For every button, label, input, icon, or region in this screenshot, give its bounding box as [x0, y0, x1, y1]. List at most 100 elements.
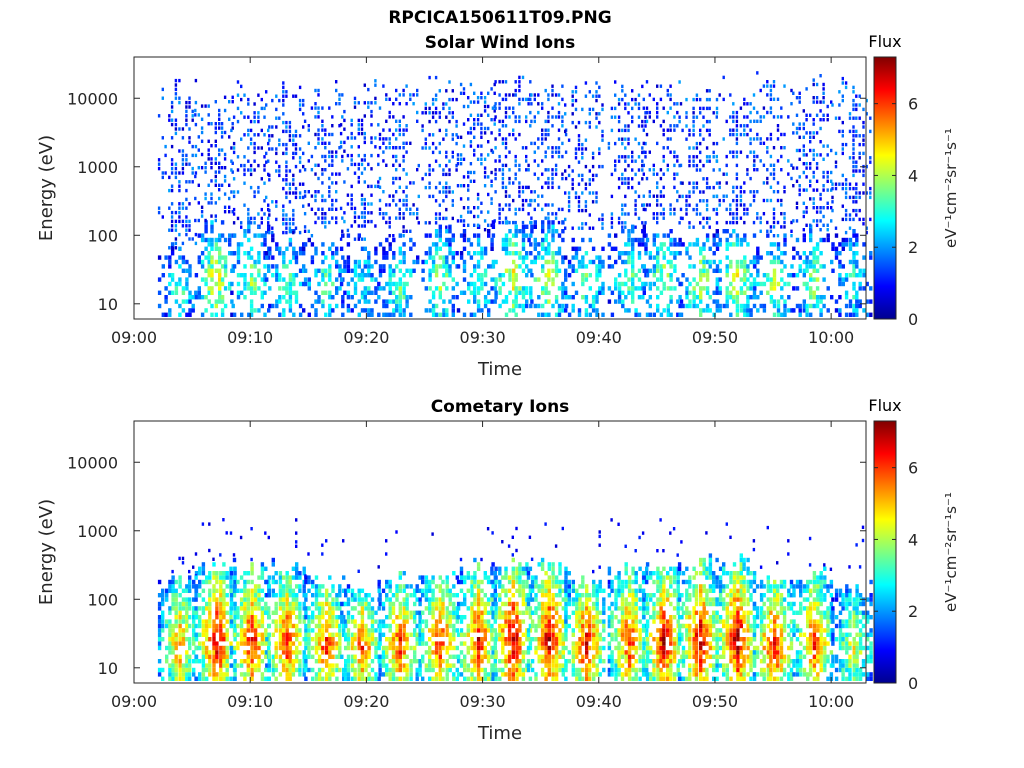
flux-cell: [431, 133, 435, 137]
flux-cell: [174, 654, 178, 659]
flux-cell: [769, 251, 774, 256]
flux-cell: [428, 221, 431, 225]
flux-cell: [198, 593, 202, 598]
flux-cell: [752, 93, 756, 97]
flux-cell: [476, 264, 481, 269]
flux-cell: [795, 166, 799, 170]
flux-cell: [561, 286, 565, 291]
flux-cell: [819, 210, 822, 214]
flux-cell: [621, 181, 624, 185]
flux-cell: [725, 172, 728, 176]
flux-cell: [178, 264, 182, 269]
flux-cell: [467, 206, 470, 210]
flux-cell: [792, 131, 795, 135]
flux-cell: [188, 96, 191, 100]
flux-cell: [541, 286, 545, 291]
flux-cell: [858, 281, 862, 287]
flux-cell: [257, 645, 261, 651]
flux-cell: [729, 207, 732, 212]
flux-cell: [766, 80, 769, 84]
flux-cell: [766, 220, 769, 225]
flux-cell: [483, 273, 488, 278]
flux-cell: [388, 141, 391, 145]
flux-cell: [271, 557, 275, 563]
flux-cell: [230, 251, 234, 256]
flux-cell: [229, 623, 234, 629]
flux-cell: [198, 566, 202, 571]
flux-cell: [260, 632, 265, 637]
flux-cell: [431, 303, 436, 309]
flux-cell: [382, 128, 385, 132]
flux-cell: [776, 281, 781, 287]
flux-cell: [852, 90, 855, 94]
flux-cell: [533, 255, 537, 260]
flux-cell: [370, 123, 373, 127]
flux-cell: [281, 623, 286, 629]
flux-cell: [250, 641, 254, 646]
flux-cell: [617, 97, 621, 102]
flux-cell: [392, 198, 395, 203]
flux-cell: [353, 162, 357, 167]
flux-cell: [834, 246, 839, 251]
flux-cell: [421, 277, 425, 282]
flux-cell: [431, 295, 436, 300]
flux-cell: [792, 122, 795, 126]
flux-cell: [678, 242, 682, 247]
flux-cell: [564, 103, 567, 107]
flux-cell: [236, 632, 240, 637]
flux-cell: [178, 303, 182, 309]
flux-cell: [819, 219, 822, 223]
flux-cell: [229, 593, 234, 598]
flux-cell: [809, 273, 813, 278]
flux-cell: [743, 97, 746, 102]
flux-cell: [557, 233, 562, 238]
flux-cell: [210, 255, 214, 260]
flux-cell: [398, 176, 401, 181]
flux-cell: [476, 290, 481, 295]
flux-cell: [525, 168, 528, 172]
flux-cell: [598, 147, 601, 151]
flux-cell: [438, 255, 442, 260]
flux-cell: [494, 80, 497, 84]
flux-cell: [852, 312, 856, 317]
flux-cell: [282, 208, 285, 213]
flux-cell: [815, 153, 819, 157]
flux-cell: [862, 134, 865, 138]
flux-cell: [350, 136, 353, 140]
flux-cell: [812, 277, 816, 282]
flux-cell: [834, 308, 839, 313]
flux-cell: [732, 216, 735, 220]
flux-cell: [188, 645, 192, 651]
flux-cell: [388, 234, 391, 238]
flux-cell: [617, 299, 622, 304]
flux-cell: [574, 255, 579, 260]
flux-cell: [567, 191, 571, 195]
flux-cell: [787, 159, 790, 163]
flux-cell: [699, 150, 702, 155]
flux-cell: [494, 137, 497, 141]
flux-cell: [219, 672, 223, 677]
flux-cell: [591, 156, 595, 160]
flux-cell: [247, 229, 251, 234]
flux-cell: [229, 584, 233, 589]
flux-cell: [398, 299, 402, 304]
flux-cell: [174, 281, 179, 287]
flux-cell: [692, 299, 696, 304]
flux-cell: [171, 597, 175, 602]
flux-cell: [688, 264, 692, 269]
flux-cell: [574, 90, 578, 94]
y-tick-label: 1000: [77, 158, 118, 177]
flux-cell: [346, 264, 351, 269]
flux-cell: [641, 163, 644, 168]
flux-cell: [595, 264, 599, 269]
flux-cell: [521, 233, 526, 238]
flux-cell: [645, 119, 649, 124]
flux-cell: [772, 234, 776, 238]
flux-cell: [341, 312, 345, 317]
flux-cell: [181, 136, 185, 140]
flux-cell: [769, 172, 773, 176]
flux-cell: [805, 308, 809, 313]
flux-cell: [501, 220, 505, 225]
flux-cell: [869, 251, 873, 256]
flux-cell: [208, 593, 212, 598]
